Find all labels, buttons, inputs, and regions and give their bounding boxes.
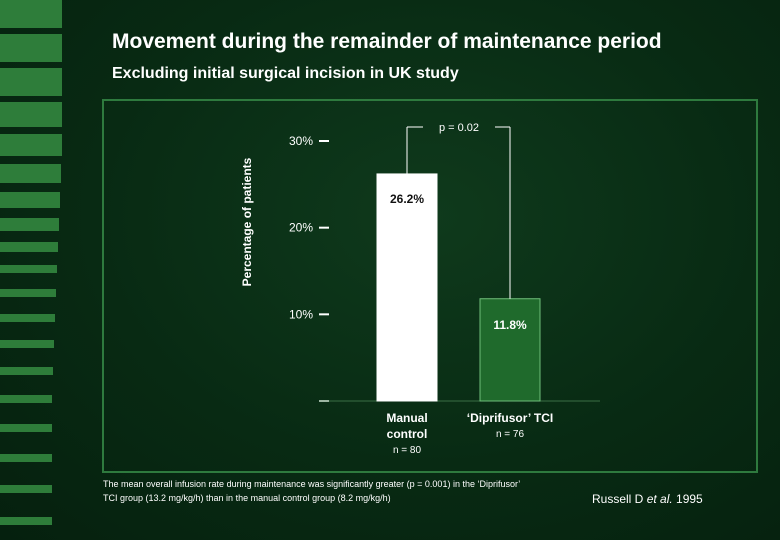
stripe-10 xyxy=(0,289,56,297)
stripe-15 xyxy=(0,424,52,432)
stripe-0 xyxy=(0,0,62,28)
stripe-13 xyxy=(0,367,53,375)
stripe-18 xyxy=(0,517,52,525)
category-n-label: n = 80 xyxy=(393,445,422,456)
category-label: ‘Diprifusor’ TCI xyxy=(467,411,553,425)
decorative-stripes xyxy=(0,0,62,525)
p-value-label: p = 0.02 xyxy=(439,122,479,134)
stripe-3 xyxy=(0,102,62,127)
stripe-8 xyxy=(0,242,58,252)
stripe-11 xyxy=(0,314,55,322)
stripe-2 xyxy=(0,68,62,96)
citation-year: 1995 xyxy=(672,492,703,506)
stripe-9 xyxy=(0,265,57,273)
y-axis-label: Percentage of patients xyxy=(240,157,254,286)
chart-frame xyxy=(102,99,758,473)
slide-subtitle: Excluding initial surgical incision in U… xyxy=(112,65,459,82)
stripe-14 xyxy=(0,395,52,403)
bar-diprifusor-tci xyxy=(479,298,541,402)
stripe-1 xyxy=(0,34,62,62)
stripe-7 xyxy=(0,218,59,231)
stripe-5 xyxy=(0,164,61,183)
y-tick-label: 10% xyxy=(289,307,313,321)
citation: Russell D et al. 1995 xyxy=(592,492,703,506)
bar-manual-control xyxy=(376,173,438,402)
stripe-17 xyxy=(0,485,52,493)
footnote: The mean overall infusion rate during ma… xyxy=(103,479,520,503)
stripe-12 xyxy=(0,340,54,348)
bar-value-label: 26.2% xyxy=(390,192,424,206)
citation-etal: et al. xyxy=(646,492,673,506)
y-tick-label: 20% xyxy=(289,221,313,235)
category-label-line2: control xyxy=(387,427,428,441)
stripe-16 xyxy=(0,454,52,462)
y-tick-label: 30% xyxy=(289,134,313,148)
citation-author: Russell D xyxy=(592,492,647,506)
stripe-6 xyxy=(0,192,60,208)
slide-title: Movement during the remainder of mainten… xyxy=(112,30,662,53)
stripe-4 xyxy=(0,134,62,156)
category-label: Manual xyxy=(386,411,427,425)
category-n-label: n = 76 xyxy=(496,429,525,440)
bar-value-label: 11.8% xyxy=(493,318,527,332)
